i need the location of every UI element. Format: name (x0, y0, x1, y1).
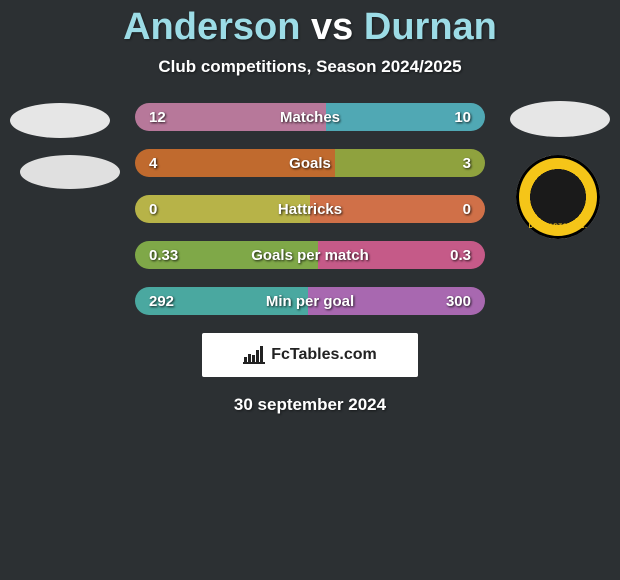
stat-right-value: 10 (454, 109, 471, 126)
stat-bar: 0.33 Goals per match 0.3 (135, 241, 485, 269)
comparison-title: Anderson vs Durnan (0, 0, 620, 49)
snapshot-date: 30 september 2024 (0, 395, 620, 415)
dumbarton-badge-icon (516, 155, 600, 239)
player1-club-badge (20, 155, 120, 189)
fctables-logo: FcTables.com (202, 333, 418, 377)
subtitle: Club competitions, Season 2024/2025 (0, 57, 620, 77)
stats-area: 12 Matches 10 4 Goals 3 0 Hattricks 0 0.33 Goals p… (0, 103, 620, 315)
player1-name: Anderson (123, 6, 300, 48)
stat-right-value: 0.3 (450, 247, 471, 264)
stat-bar: 12 Matches 10 (135, 103, 485, 131)
stat-right-value: 3 (463, 155, 471, 172)
stat-label: Hattricks (278, 201, 342, 218)
stat-label: Goals (289, 155, 331, 172)
stat-left-value: 4 (149, 155, 157, 172)
stat-label: Matches (280, 109, 340, 126)
stat-bar: 292 Min per goal 300 (135, 287, 485, 315)
stat-bars: 12 Matches 10 4 Goals 3 0 Hattricks 0 0.33 Goals p… (135, 103, 485, 315)
player2-club-badge (516, 155, 600, 239)
stat-right-value: 0 (463, 201, 471, 218)
chart-icon (243, 346, 265, 364)
stat-label: Min per goal (266, 293, 354, 310)
player2-name: Durnan (364, 6, 497, 48)
player2-avatar (510, 101, 610, 137)
stat-bar: 0 Hattricks 0 (135, 195, 485, 223)
player1-avatar (10, 103, 110, 138)
fctables-text: FcTables.com (271, 346, 377, 364)
vs-text: vs (311, 6, 353, 48)
stat-label: Goals per match (251, 247, 369, 264)
stat-bar: 4 Goals 3 (135, 149, 485, 177)
stat-right-value: 300 (446, 293, 471, 310)
stat-left-value: 292 (149, 293, 174, 310)
stat-left-value: 0 (149, 201, 157, 218)
stat-left-value: 0.33 (149, 247, 178, 264)
stat-left-value: 12 (149, 109, 166, 126)
